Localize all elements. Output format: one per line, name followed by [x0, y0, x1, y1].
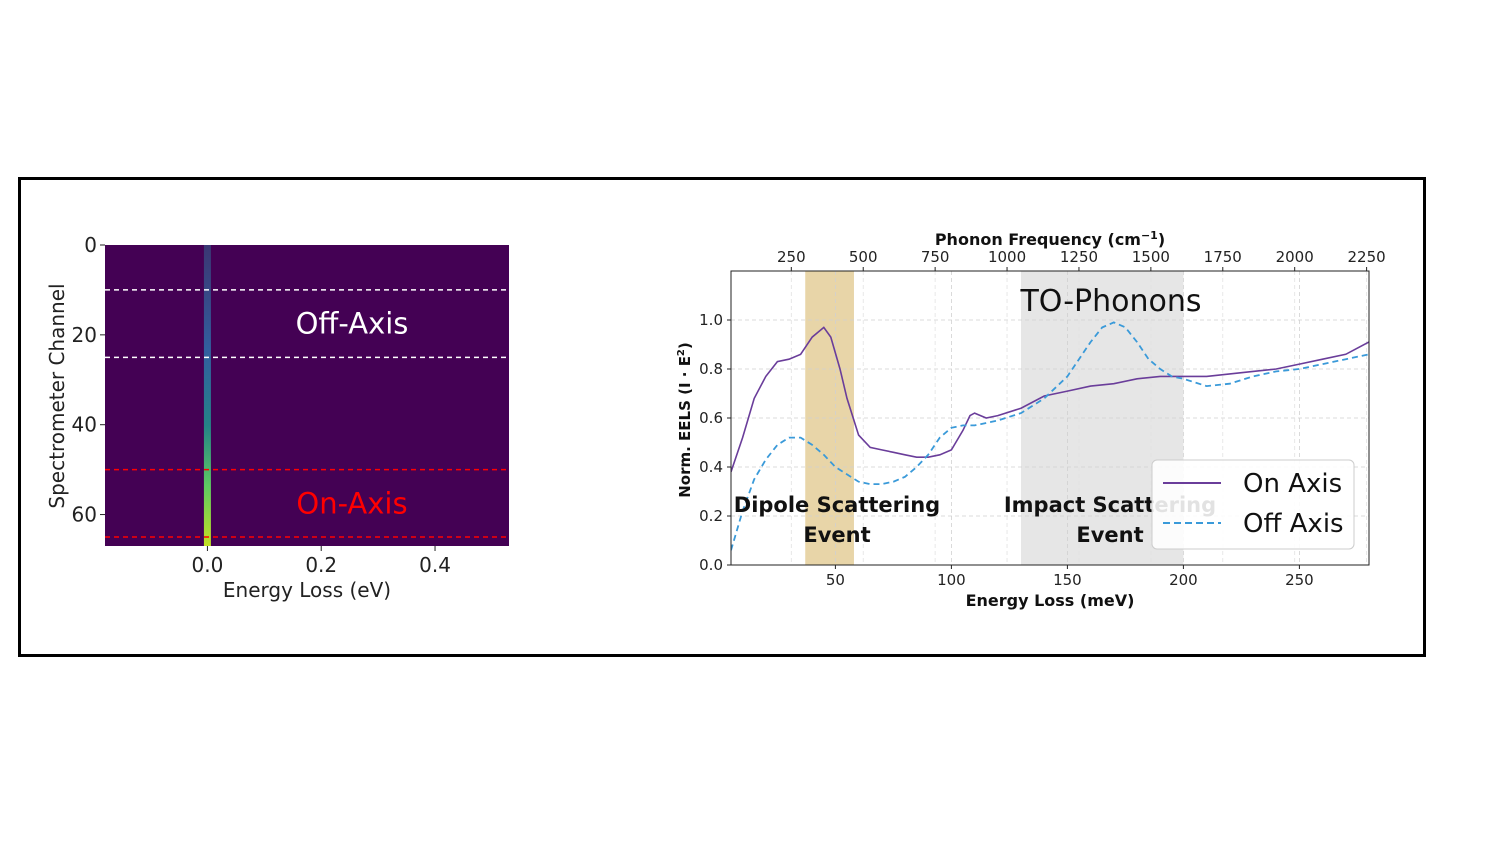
to-phonons-annotation: TO-Phonons [1019, 284, 1201, 319]
legend-label-on-axis: On Axis [1243, 469, 1342, 499]
heatmap-x-tick-label: 0.0 [192, 553, 224, 577]
y-tick-label: 0.6 [699, 409, 723, 427]
heatmap-x-tick-label: 0.4 [419, 553, 451, 577]
top-x-tick-label: 750 [921, 248, 950, 266]
y-tick-label: 0.2 [699, 507, 723, 525]
bottom-x-tick-label: 50 [826, 571, 845, 589]
line-chart-panel: 50 100 150 200 250 0.0 0.2 0.4 0.6 0.8 1.0 250 500… [676, 229, 1386, 610]
top-x-tick-label: 250 [777, 248, 806, 266]
figure-frame [18, 177, 1426, 657]
top-x-tick-label: 1000 [988, 248, 1026, 266]
impact-annotation-line2: Event [1076, 523, 1143, 547]
bottom-x-tick-label: 100 [937, 571, 966, 589]
heatmap-y-tick-label: 40 [72, 413, 97, 437]
on-axis-region-label: On-Axis [296, 486, 407, 520]
top-x-tick-label: 500 [849, 248, 878, 266]
top-x-tick-label: 2250 [1348, 248, 1386, 266]
y-tick-label: 0.0 [699, 556, 723, 574]
bottom-x-tick-label: 200 [1169, 571, 1198, 589]
bottom-x-tick-label: 150 [1053, 571, 1082, 589]
y-tick-label: 0.4 [699, 458, 723, 476]
top-x-tick-label: 2000 [1276, 248, 1314, 266]
top-x-tick-label: 1250 [1060, 248, 1098, 266]
y-tick-label: 1.0 [699, 311, 723, 329]
heatmap-y-axis-label: Spectrometer Channel [45, 283, 69, 508]
bottom-x-axis-label: Energy Loss (meV) [966, 591, 1135, 610]
y-tick-label: 0.8 [699, 360, 723, 378]
dipole-annotation-line1: Dipole Scattering [734, 493, 940, 517]
legend-label-off-axis: Off Axis [1243, 509, 1344, 539]
line-y-axis-label: Norm. EELS (I · E2) [676, 342, 694, 498]
heatmap-x-axis-label: Energy Loss (eV) [223, 578, 391, 602]
zero-loss-peak-core [203, 245, 211, 546]
bottom-x-tick-label: 250 [1285, 571, 1314, 589]
top-x-tick-label: 1750 [1204, 248, 1242, 266]
heatmap-panel: Off-Axis On-Axis 0.0 0.2 0.4 0 20 40 60 Energy… [45, 233, 509, 602]
heatmap-y-tick-label: 20 [72, 323, 97, 347]
legend: On Axis Off Axis [1151, 459, 1355, 550]
heatmap-background [105, 245, 509, 546]
off-axis-region-label: Off-Axis [296, 307, 409, 341]
series-line-on-axis [731, 326, 1369, 473]
top-x-axis-label: Phonon Frequency (cm−1) [935, 229, 1165, 249]
dipole-annotation-line2: Event [803, 523, 870, 547]
heatmap-y-tick-label: 0 [84, 233, 97, 257]
heatmap-y-tick-label: 60 [72, 503, 97, 527]
top-x-tick-label: 1500 [1132, 248, 1170, 266]
heatmap-x-tick-label: 0.2 [305, 553, 337, 577]
